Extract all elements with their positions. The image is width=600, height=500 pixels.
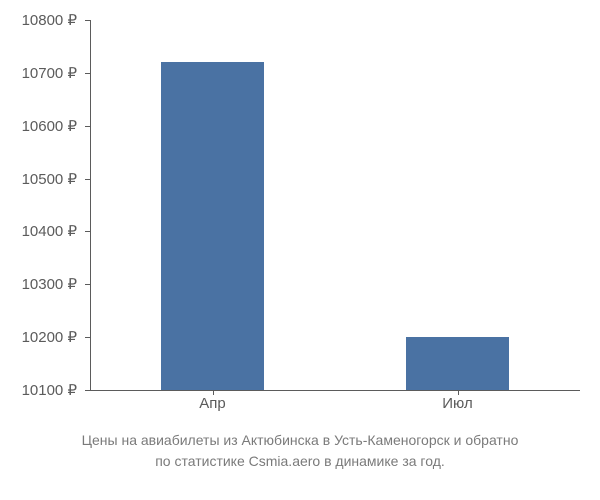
y-tick — [85, 20, 90, 21]
y-tick-label: 10400 ₽ — [22, 222, 77, 240]
y-tick — [85, 179, 90, 180]
y-tick-label: 10100 ₽ — [22, 381, 77, 399]
x-tick-label: Апр — [199, 395, 225, 412]
bar — [161, 62, 264, 390]
x-axis: Апр Июл — [90, 395, 580, 420]
caption-line-1: Цены на авиабилеты из Актюбинска в Усть-… — [0, 430, 600, 451]
y-tick — [85, 337, 90, 338]
y-tick — [85, 231, 90, 232]
caption-line-2: по статистике Csmia.aero в динамике за г… — [0, 451, 600, 472]
y-tick-label: 10700 ₽ — [22, 64, 77, 82]
y-tick-label: 10200 ₽ — [22, 328, 77, 346]
price-chart: 10100 ₽ 10200 ₽ 10300 ₽ 10400 ₽ 10500 ₽ 10600… — [0, 0, 600, 500]
y-tick-label: 10800 ₽ — [22, 11, 77, 29]
y-tick — [85, 284, 90, 285]
y-axis: 10100 ₽10200 ₽10300 ₽10400 ₽10500 ₽10600… — [0, 20, 85, 390]
y-tick — [85, 126, 90, 127]
y-tick-label: 10600 ₽ — [22, 117, 77, 135]
plot-area — [90, 20, 580, 390]
bar — [406, 337, 509, 390]
x-tick-label: Июл — [442, 395, 472, 412]
y-tick — [85, 73, 90, 74]
y-axis-line — [90, 20, 91, 390]
chart-caption: Цены на авиабилеты из Актюбинска в Усть-… — [0, 430, 600, 472]
y-tick — [85, 390, 90, 391]
y-tick-label: 10300 ₽ — [22, 275, 77, 293]
x-axis-line — [90, 390, 580, 391]
x-tick — [458, 390, 459, 395]
x-tick — [213, 390, 214, 395]
y-tick-label: 10500 ₽ — [22, 170, 77, 188]
